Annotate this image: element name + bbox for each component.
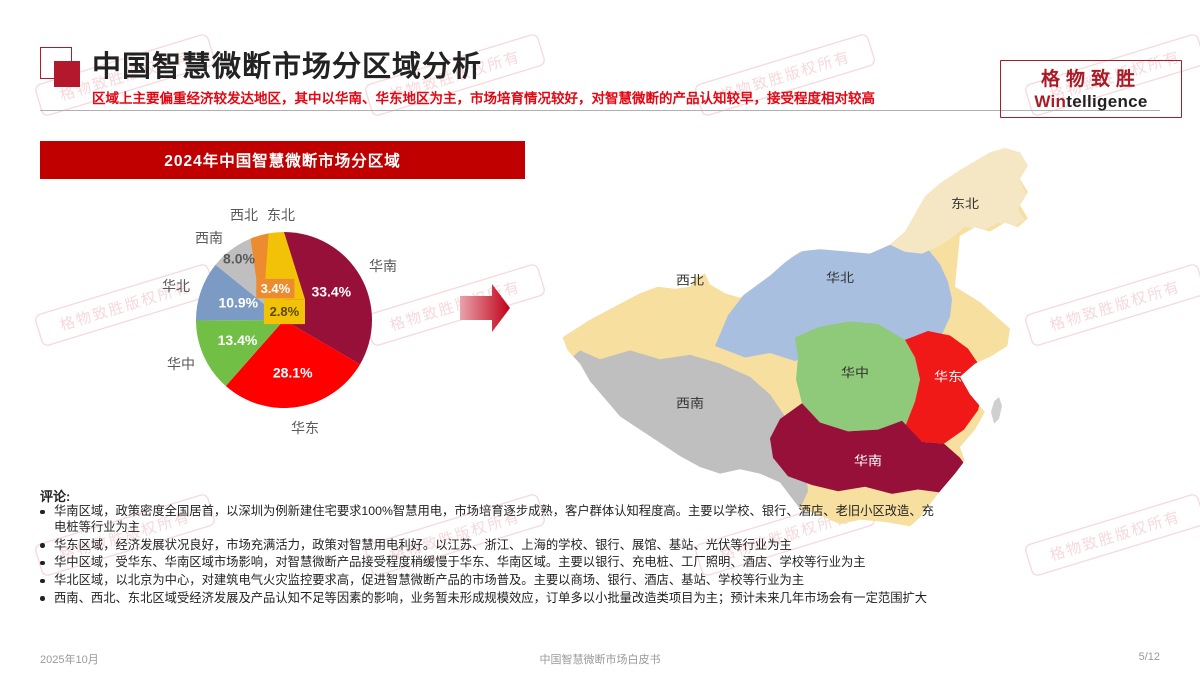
svg-text:3.4%: 3.4% xyxy=(261,281,291,296)
svg-text:华南: 华南 xyxy=(369,258,397,274)
svg-text:西北: 西北 xyxy=(230,207,258,223)
svg-text:2.8%: 2.8% xyxy=(270,304,300,319)
svg-text:东北: 东北 xyxy=(951,197,979,211)
svg-text:华中: 华中 xyxy=(841,366,869,380)
svg-text:东北: 东北 xyxy=(267,207,295,223)
svg-text:西北: 西北 xyxy=(676,273,704,287)
svg-text:13.4%: 13.4% xyxy=(218,332,258,348)
svg-text:西南: 西南 xyxy=(195,230,223,246)
svg-text:华东: 华东 xyxy=(291,420,319,436)
svg-text:8.0%: 8.0% xyxy=(223,251,255,267)
svg-text:华中: 华中 xyxy=(167,356,195,372)
svg-text:华东: 华东 xyxy=(934,370,962,384)
svg-text:西南: 西南 xyxy=(676,396,704,410)
svg-text:华北: 华北 xyxy=(162,278,190,294)
svg-text:10.9%: 10.9% xyxy=(218,295,258,311)
svg-text:华南: 华南 xyxy=(854,454,882,468)
svg-text:33.4%: 33.4% xyxy=(311,284,351,300)
svg-text:华北: 华北 xyxy=(826,271,854,285)
svg-text:28.1%: 28.1% xyxy=(273,365,313,381)
